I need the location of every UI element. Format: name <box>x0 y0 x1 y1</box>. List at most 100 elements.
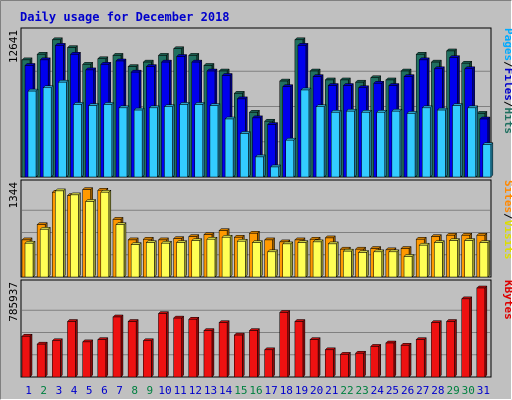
bar-face <box>437 109 446 178</box>
bar-top <box>448 55 461 58</box>
bar-side <box>90 339 93 378</box>
bar-face <box>164 106 173 178</box>
bar-top <box>66 319 79 322</box>
bar <box>430 320 442 378</box>
bar-top <box>461 296 473 300</box>
bar-face <box>406 113 416 178</box>
bar-top <box>21 237 33 241</box>
bar-face <box>21 335 31 378</box>
legend-separator: / <box>502 61 512 68</box>
bar-top <box>433 66 445 70</box>
legend-kbytes: KBytes <box>502 280 512 320</box>
bar-top <box>479 240 491 243</box>
bar <box>254 154 267 178</box>
bar-side <box>214 236 218 278</box>
bar-top <box>145 64 157 67</box>
day-label: 20 <box>310 384 323 397</box>
bar <box>21 333 33 378</box>
bar-side <box>105 337 109 378</box>
bar <box>482 142 494 178</box>
bar-face <box>67 321 76 378</box>
bar-face <box>143 340 152 378</box>
bar <box>57 79 69 178</box>
bar-top <box>203 328 215 331</box>
bar <box>239 130 251 178</box>
bar-top <box>251 115 264 119</box>
bar-top <box>248 231 261 234</box>
bar <box>403 253 415 278</box>
day-label: 29 <box>446 384 459 397</box>
bar-top <box>97 188 109 191</box>
bar-face <box>161 242 170 278</box>
bar-side <box>445 107 448 178</box>
bar-top <box>209 103 221 106</box>
bar-top <box>342 83 354 86</box>
bar-side <box>166 310 169 378</box>
bar-top <box>188 234 200 237</box>
bar <box>115 222 127 278</box>
bar-top <box>203 63 215 66</box>
legend-sites: Sites <box>502 180 512 213</box>
bar <box>176 239 188 278</box>
bar-top <box>445 233 458 236</box>
bar <box>282 241 294 278</box>
bar <box>357 249 370 278</box>
day-label: 8 <box>131 384 138 397</box>
bar-face <box>24 242 34 278</box>
bar-top <box>482 142 494 145</box>
bar-face <box>179 104 188 178</box>
bar-top <box>430 59 442 63</box>
bar-top <box>39 227 51 230</box>
bar-side <box>460 103 463 178</box>
bar-face <box>391 110 401 178</box>
bar-face <box>315 106 325 178</box>
bar <box>203 327 215 378</box>
bar-face <box>279 312 288 378</box>
bar-top <box>400 246 412 249</box>
bar-top <box>236 96 248 100</box>
bar-face <box>403 256 413 278</box>
panel-legend: Sites/Visits <box>502 180 512 260</box>
bar <box>385 340 397 378</box>
bar-top <box>476 111 488 114</box>
bar <box>448 237 461 278</box>
day-label: 14 <box>219 384 233 397</box>
bar <box>72 101 85 178</box>
bar-top <box>388 249 400 253</box>
panel-kbytes: 785937 KBytes <box>7 279 512 378</box>
day-label: 5 <box>86 384 93 397</box>
bar-side <box>293 137 296 178</box>
bar-side <box>442 239 445 278</box>
bar-face <box>388 251 398 278</box>
day-label: 28 <box>431 384 444 397</box>
bar-top <box>145 240 157 243</box>
bar-face <box>461 298 470 378</box>
bar-top <box>115 222 127 225</box>
bar <box>88 103 100 178</box>
bar-top <box>127 319 139 322</box>
bar-side <box>199 237 203 278</box>
bar-top <box>436 107 448 111</box>
bar-top <box>339 77 351 81</box>
bar <box>54 188 66 278</box>
bar <box>388 249 400 278</box>
bar-face <box>479 242 489 278</box>
bar-top <box>157 311 170 314</box>
bar <box>279 309 291 378</box>
bar-side <box>484 285 488 378</box>
bar-top <box>370 344 382 347</box>
bar <box>191 237 203 278</box>
bar-face <box>188 318 198 378</box>
bar-top <box>400 343 412 346</box>
bar <box>354 350 367 378</box>
bar-side <box>335 241 339 278</box>
bar <box>179 101 191 178</box>
bar-top <box>251 240 264 243</box>
day-label: 22 <box>340 384 353 397</box>
bar-side <box>439 320 442 378</box>
day-label: 27 <box>416 384 429 397</box>
bar-side <box>257 327 260 378</box>
bar <box>339 351 351 378</box>
bar-face <box>55 190 64 278</box>
bar-top <box>324 77 336 81</box>
